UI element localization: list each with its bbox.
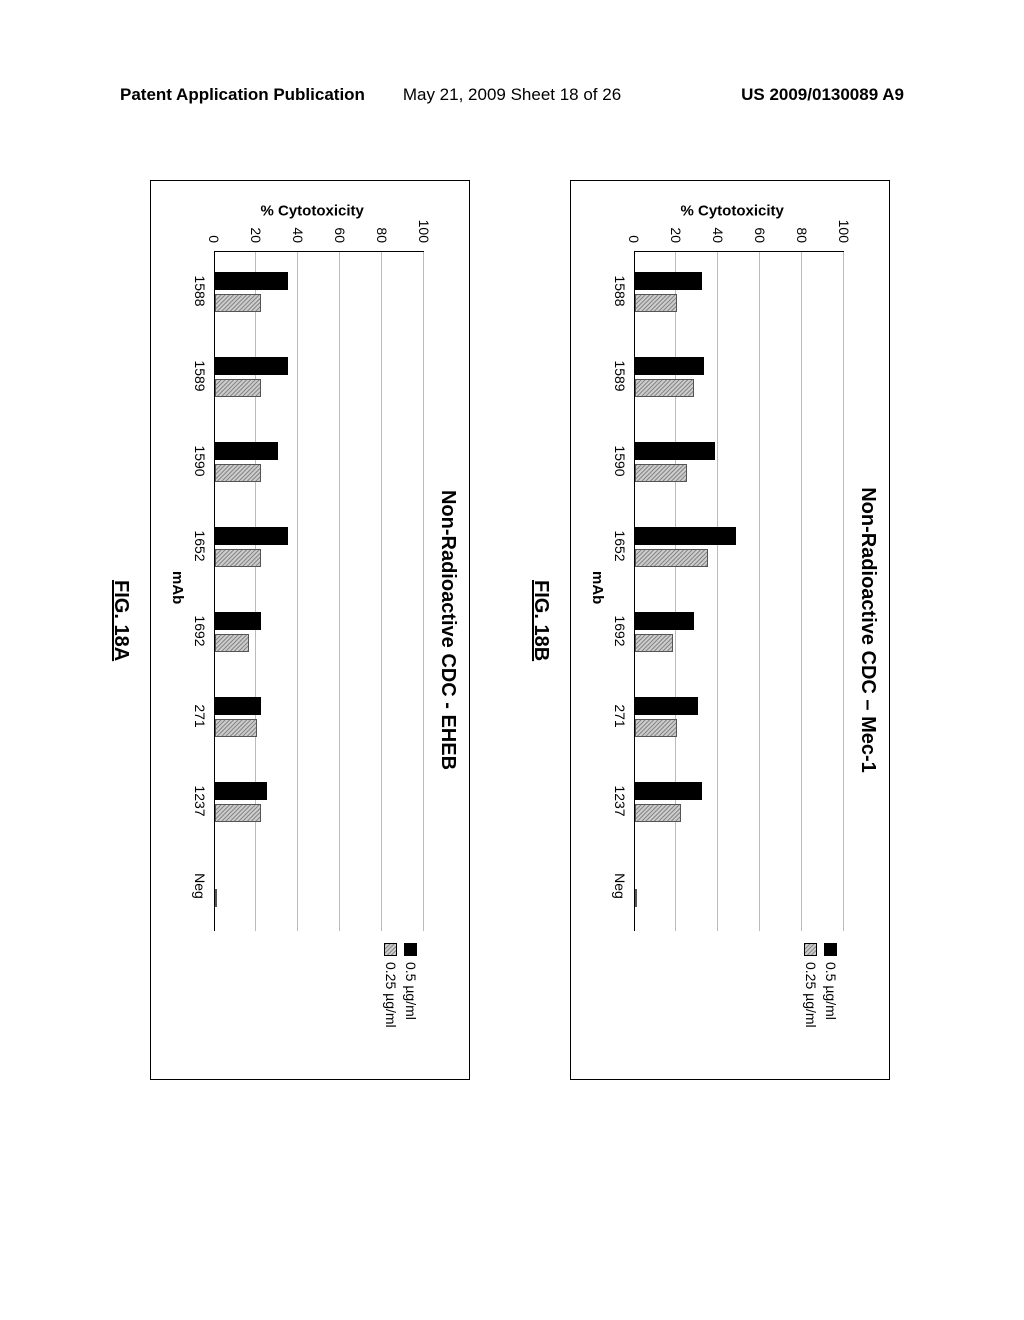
gridline — [717, 252, 718, 931]
x-tick-label: Neg — [192, 873, 208, 899]
bar — [635, 549, 709, 567]
bar — [215, 612, 261, 630]
header-left: Patent Application Publication — [120, 85, 365, 104]
bar — [215, 634, 249, 652]
x-axis-label: mAb — [589, 571, 606, 604]
gridline — [297, 252, 298, 931]
y-tick-label: 100 — [416, 181, 432, 243]
x-tick-label: 1652 — [192, 530, 208, 561]
legend-swatch — [385, 943, 398, 956]
chart-title: Non-Radioactive CDC – Mec-1 — [856, 181, 879, 1079]
legend-item: 0.5 µg/ml — [823, 943, 839, 1028]
bar — [215, 464, 261, 482]
x-axis-label: mAb — [169, 571, 186, 604]
bar — [215, 804, 261, 822]
x-tick-label: 1692 — [192, 615, 208, 646]
bar — [635, 527, 736, 545]
bar — [215, 527, 289, 545]
bar — [635, 889, 637, 907]
gridline — [675, 252, 676, 931]
x-tick-label: 1590 — [612, 445, 628, 476]
y-axis-label: % Cytotoxicity — [681, 203, 801, 220]
gridline — [339, 252, 340, 931]
bar — [215, 782, 268, 800]
bar — [215, 357, 289, 375]
bar — [635, 697, 698, 715]
bar — [635, 634, 673, 652]
page-header: Patent Application Publication May 21, 2… — [0, 85, 1024, 105]
bar — [635, 804, 681, 822]
chart-panel-b: Non-Radioactive CDC – Mec-10204060801001… — [570, 180, 890, 1080]
x-tick-label: 1692 — [612, 615, 628, 646]
bar — [215, 889, 217, 907]
legend-item: 0.25 µg/ml — [803, 943, 819, 1028]
figure-area: Non-Radioactive CDC - EHEB02040608010015… — [120, 140, 900, 1190]
legend-swatch — [825, 943, 838, 956]
legend: 0.5 µg/ml0.25 µg/ml — [799, 943, 839, 1028]
y-tick-label: 0 — [206, 181, 222, 243]
bar — [635, 719, 677, 737]
x-tick-label: 1589 — [612, 360, 628, 391]
y-tick-label: 100 — [836, 181, 852, 243]
bar — [635, 294, 677, 312]
bar — [635, 272, 702, 290]
y-axis-label: % Cytotoxicity — [261, 203, 381, 220]
bar — [635, 379, 694, 397]
x-tick-label: 1588 — [192, 275, 208, 306]
panel-b-wrap: Non-Radioactive CDC – Mec-10204060801001… — [570, 180, 890, 1080]
x-tick-label: 271 — [192, 704, 208, 727]
bar — [215, 379, 261, 397]
bar — [635, 464, 688, 482]
plot-area — [214, 251, 424, 931]
gridline — [255, 252, 256, 931]
x-tick-label: 271 — [612, 704, 628, 727]
bar — [635, 357, 704, 375]
x-tick-label: 1590 — [192, 445, 208, 476]
chart-panel-a: Non-Radioactive CDC - EHEB02040608010015… — [150, 180, 470, 1080]
bar — [635, 442, 715, 460]
chart-title: Non-Radioactive CDC - EHEB — [436, 181, 459, 1079]
gridline — [381, 252, 382, 931]
legend-label: 0.25 µg/ml — [803, 962, 819, 1028]
bar — [215, 719, 257, 737]
bar — [215, 294, 261, 312]
header-center: May 21, 2009 Sheet 18 of 26 — [403, 85, 621, 105]
gridline — [801, 252, 802, 931]
figure-caption-b: FIG. 18B — [529, 580, 552, 661]
legend-swatch — [805, 943, 818, 956]
x-tick-label: 1589 — [192, 360, 208, 391]
gridline — [423, 252, 424, 931]
x-tick-label: 1588 — [612, 275, 628, 306]
x-tick-label: 1652 — [612, 530, 628, 561]
x-tick-label: Neg — [612, 873, 628, 899]
figure-caption-a: FIG. 18A — [109, 580, 132, 661]
legend-swatch — [405, 943, 418, 956]
legend-item: 0.25 µg/ml — [383, 943, 399, 1028]
bar — [635, 782, 702, 800]
x-tick-label: 1237 — [612, 785, 628, 816]
bar — [215, 549, 261, 567]
bar — [215, 442, 278, 460]
gridline — [843, 252, 844, 931]
legend-label: 0.5 µg/ml — [823, 962, 839, 1020]
gridline — [759, 252, 760, 931]
x-tick-label: 1237 — [192, 785, 208, 816]
panel-a-wrap: Non-Radioactive CDC - EHEB02040608010015… — [150, 180, 470, 1080]
bar — [635, 612, 694, 630]
legend-item: 0.5 µg/ml — [403, 943, 419, 1028]
bar — [215, 272, 289, 290]
legend-label: 0.25 µg/ml — [383, 962, 399, 1028]
plot-area — [634, 251, 844, 931]
legend: 0.5 µg/ml0.25 µg/ml — [379, 943, 419, 1028]
legend-label: 0.5 µg/ml — [403, 962, 419, 1020]
bar — [215, 697, 261, 715]
header-right: US 2009/0130089 A9 — [741, 85, 904, 105]
y-tick-label: 0 — [626, 181, 642, 243]
